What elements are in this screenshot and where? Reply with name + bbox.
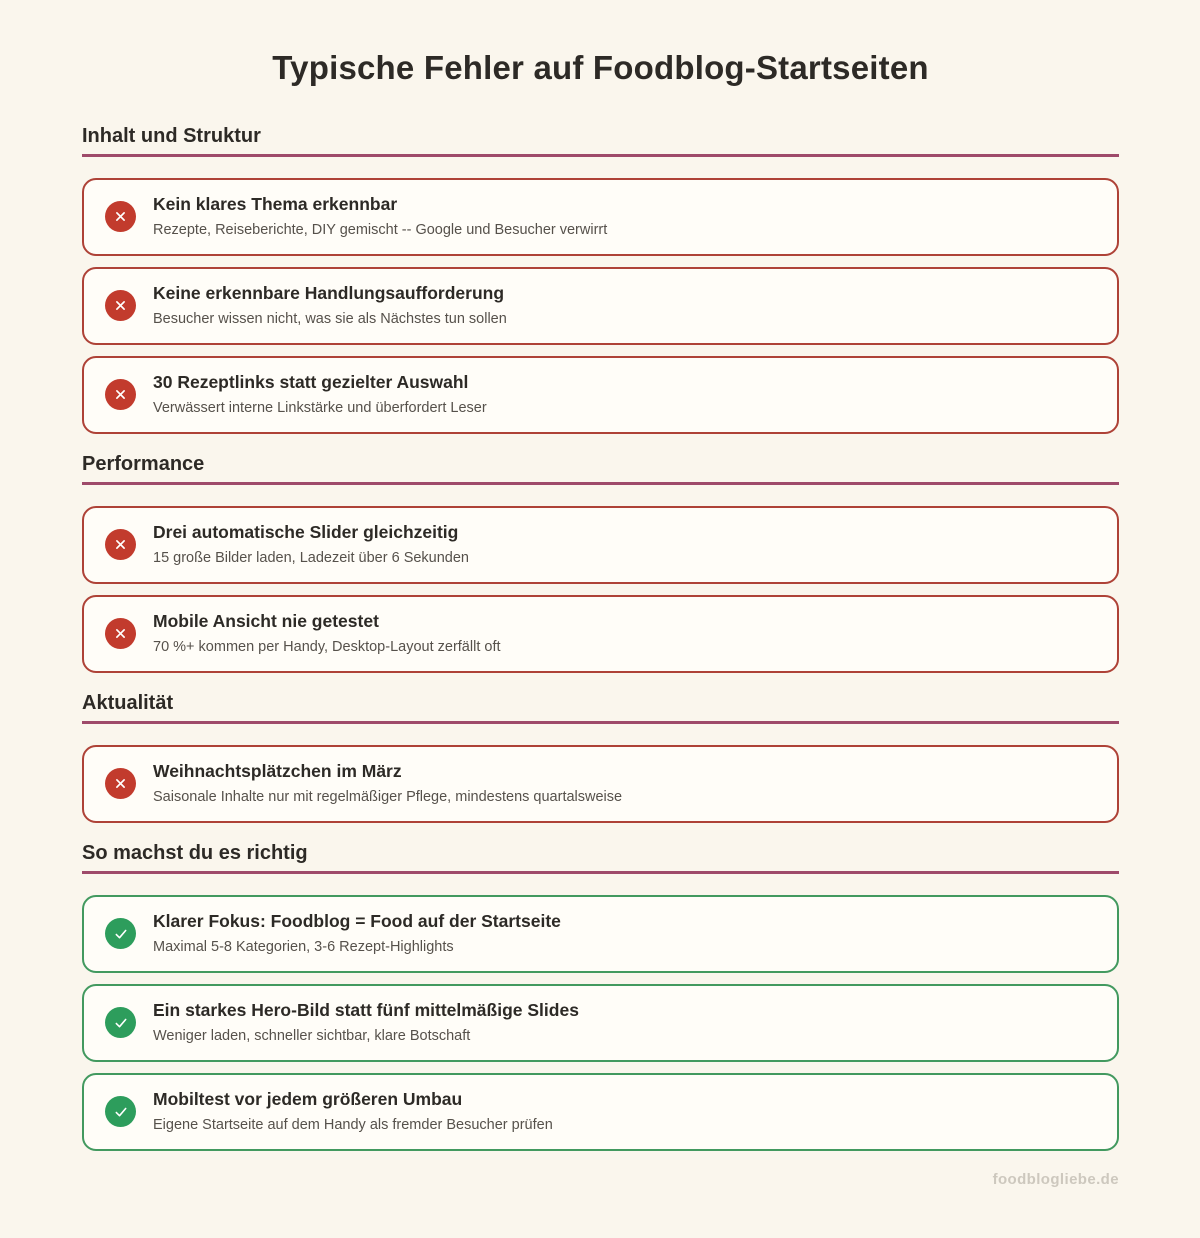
card-text: 30 Rezeptlinks statt gezielter Auswahl Ve… xyxy=(153,372,487,418)
section-rule xyxy=(82,481,1119,485)
success-card: Ein starkes Hero-Bild statt fünf mittelm… xyxy=(82,983,1119,1062)
error-card: Keine erkennbare Handlungsaufforderung Be… xyxy=(82,266,1119,345)
card-text: Keine erkennbare Handlungsaufforderung Be… xyxy=(153,283,507,329)
page-title: Typische Fehler auf Foodblog-Startseiten xyxy=(272,49,929,86)
x-icon xyxy=(105,529,136,561)
section-heading: Aktualität xyxy=(82,691,174,714)
card-title: Keine erkennbare Handlungsaufforderung xyxy=(153,282,505,303)
card-description: Saisonale Inhalte nur mit regelmäßiger P… xyxy=(153,788,623,805)
section-rule xyxy=(82,153,1119,157)
card-description: Besucher wissen nicht, was sie als Nächs… xyxy=(153,310,507,327)
card-text: Mobiltest vor jedem größeren Umbau Eigene… xyxy=(153,1089,553,1135)
card-title: Weihnachtsplätzchen im März xyxy=(153,760,402,781)
card-text: Kein klares Thema erkennbar Rezepte, Reis… xyxy=(153,194,607,240)
card-title: Klarer Fokus: Foodblog = Food auf der St… xyxy=(153,910,561,931)
card-description: Eigene Startseite auf dem Handy als frem… xyxy=(153,1116,553,1133)
error-card: Weihnachtsplätzchen im März Saisonale Inh… xyxy=(82,744,1119,823)
check-icon xyxy=(105,918,136,950)
check-icon xyxy=(105,1007,136,1039)
card-text: Weihnachtsplätzchen im März Saisonale Inh… xyxy=(153,761,622,807)
x-icon xyxy=(105,290,136,322)
x-icon xyxy=(105,379,136,411)
card-title: Kein klares Thema erkennbar xyxy=(153,193,398,214)
card-description: Weniger laden, schneller sichtbar, klare… xyxy=(153,1027,471,1044)
card-title: Mobiltest vor jedem größeren Umbau xyxy=(153,1088,463,1109)
error-card: Mobile Ansicht nie getestet 70 %+ kommen … xyxy=(82,594,1119,673)
infographic-page: Typische Fehler auf Foodblog-Startseiten… xyxy=(82,49,1119,1188)
card-text: Ein starkes Hero-Bild statt fünf mittelm… xyxy=(153,1000,579,1046)
card-description: Maximal 5-8 Kategorien, 3-6 Rezept-Highl… xyxy=(153,938,454,955)
x-icon xyxy=(105,768,136,800)
card-text: Klarer Fokus: Foodblog = Food auf der St… xyxy=(153,911,561,957)
footer: foodblogliebe.de xyxy=(82,1171,1119,1188)
card-title: Mobile Ansicht nie getestet xyxy=(153,610,379,631)
card-text: Drei automatische Slider gleichzeitig 15 … xyxy=(153,522,469,568)
x-icon xyxy=(105,618,136,650)
card-description: Rezepte, Reiseberichte, DIY gemischt -- … xyxy=(153,221,608,238)
card-description: 70 %+ kommen per Handy, Desktop-Layout z… xyxy=(153,638,501,655)
error-card: 30 Rezeptlinks statt gezielter Auswahl Ve… xyxy=(82,355,1119,434)
section-heading: Inhalt und Struktur xyxy=(82,124,261,147)
section-rule xyxy=(82,720,1119,724)
card-description: Verwässert interne Linkstärke und überfo… xyxy=(153,399,487,416)
success-card: Klarer Fokus: Foodblog = Food auf der St… xyxy=(82,894,1119,973)
sections-container: Inhalt und Struktur Kein klares Thema erk… xyxy=(82,124,1119,1151)
card-title: Drei automatische Slider gleichzeitig xyxy=(153,521,459,542)
section-heading: Performance xyxy=(82,452,205,475)
check-icon xyxy=(105,1096,136,1128)
success-card: Mobiltest vor jedem größeren Umbau Eigene… xyxy=(82,1072,1119,1151)
card-title: 30 Rezeptlinks statt gezielter Auswahl xyxy=(153,371,469,392)
section-inhalt-und-struktur: Inhalt und Struktur Kein klares Thema erk… xyxy=(82,124,1119,434)
section-performance: Performance Drei automatische Slider glei… xyxy=(82,452,1119,673)
card-title: Ein starkes Hero-Bild statt fünf mittelm… xyxy=(153,999,579,1020)
x-icon xyxy=(105,201,136,233)
section-rule xyxy=(82,870,1119,874)
site-credit: foodblogliebe.de xyxy=(992,1170,1119,1188)
section-heading: So machst du es richtig xyxy=(82,841,308,864)
card-text: Mobile Ansicht nie getestet 70 %+ kommen … xyxy=(153,611,501,657)
section-aktualität: Aktualität Weihnachtsplätzchen im März Sai… xyxy=(82,691,1119,823)
section-so-machst-du-es-richtig: So machst du es richtig Klarer Fokus: Foo… xyxy=(82,841,1119,1151)
error-card: Kein klares Thema erkennbar Rezepte, Reis… xyxy=(82,177,1119,256)
card-description: 15 große Bilder laden, Ladezeit über 6 S… xyxy=(153,549,469,566)
error-card: Drei automatische Slider gleichzeitig 15 … xyxy=(82,505,1119,584)
